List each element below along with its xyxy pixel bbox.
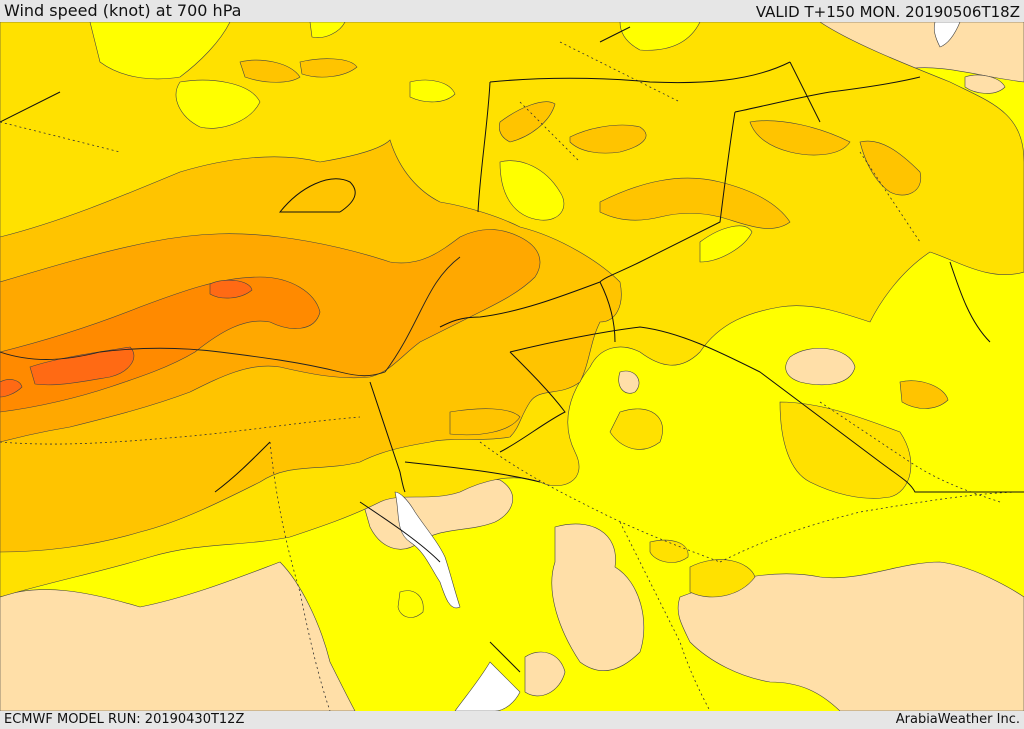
credit-label: ArabiaWeather Inc. [895,712,1020,727]
shade-highest-areas [0,279,253,398]
model-run-label: ECMWF MODEL RUN: 20190430T12Z [4,712,245,727]
wind-speed-map [0,22,1024,711]
map-title: Wind speed (knot) at 700 hPa [4,1,242,20]
footer-bar: ECMWF MODEL RUN: 20190430T12Z ArabiaWeat… [0,711,1024,729]
solid-borders [0,26,1024,673]
shade-lowest-areas [0,22,1024,711]
valid-time: VALID T+150 MON. 20190506T18Z [755,3,1020,21]
header-bar: Wind speed (knot) at 700 hPa VALID T+150… [0,0,1024,22]
shade-5-areas [0,229,541,443]
coastline [0,256,461,377]
